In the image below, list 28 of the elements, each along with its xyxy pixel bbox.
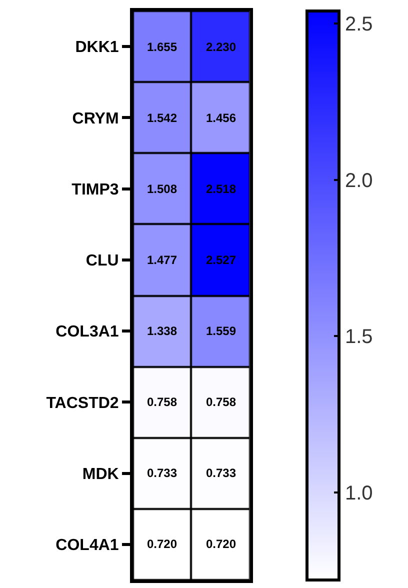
- color-bar-label: 2.0: [345, 170, 373, 192]
- y-tick-label: MDK: [82, 466, 120, 483]
- y-tick-label: COL4A1: [56, 537, 119, 554]
- data-label: 1.508: [146, 182, 178, 196]
- y-tick-label: TIMP3: [72, 181, 119, 198]
- y-tick-label: TACSTD2: [46, 394, 119, 412]
- data-label: 1.456: [206, 111, 236, 126]
- color-bar-label: 2.5: [345, 14, 373, 36]
- data-label: 1.338: [146, 324, 178, 338]
- data-label: 1.477: [146, 253, 178, 268]
- data-label: 2.230: [206, 40, 236, 54]
- data-label: 0.720: [206, 537, 236, 552]
- data-label: 1.559: [206, 324, 236, 338]
- data-label: 1.655: [146, 40, 178, 54]
- data-label: 0.758: [146, 395, 178, 410]
- color-bar-label: 1.0: [345, 482, 373, 504]
- data-label: 2.518: [206, 182, 236, 196]
- y-tick-label: COL3A1: [56, 324, 119, 341]
- color-bar-label: 1.5: [345, 326, 373, 348]
- y-tick-label: DKK1: [75, 39, 119, 56]
- data-label: 0.733: [146, 466, 178, 480]
- y-tick-label: CRYM: [72, 110, 119, 128]
- y-tick-label: CLU: [86, 252, 119, 270]
- data-label: 2.527: [206, 253, 236, 268]
- data-label: 0.733: [206, 466, 236, 480]
- data-label: 1.542: [146, 111, 178, 126]
- data-label: 0.720: [146, 537, 178, 552]
- data-label: 0.758: [206, 395, 236, 410]
